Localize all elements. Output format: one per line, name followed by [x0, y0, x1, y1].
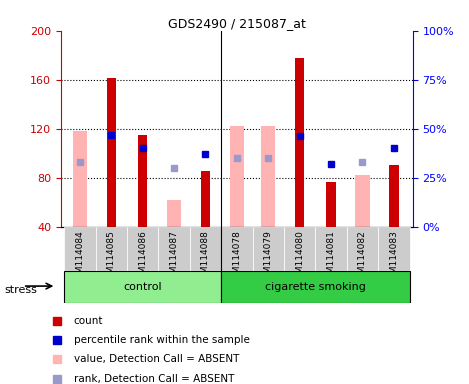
Bar [96, 227, 127, 271]
Bar [64, 227, 96, 271]
Bar [221, 227, 252, 271]
Bar [221, 271, 409, 303]
Bar [64, 271, 221, 303]
Text: GSM114084: GSM114084 [76, 230, 84, 285]
Text: control: control [123, 282, 162, 292]
Text: value, Detection Call = ABSENT: value, Detection Call = ABSENT [74, 354, 239, 364]
Bar [138, 135, 147, 227]
Text: GSM114080: GSM114080 [295, 230, 304, 285]
Title: GDS2490 / 215087_at: GDS2490 / 215087_at [168, 17, 306, 30]
Text: GSM114078: GSM114078 [232, 230, 242, 285]
Bar [167, 200, 181, 227]
Bar [295, 58, 304, 227]
Text: rank, Detection Call = ABSENT: rank, Detection Call = ABSENT [74, 374, 234, 384]
Bar [356, 175, 370, 227]
Text: GSM114087: GSM114087 [169, 230, 179, 285]
Text: count: count [74, 316, 103, 326]
Bar [230, 126, 244, 227]
Bar [252, 227, 284, 271]
Text: GSM114081: GSM114081 [326, 230, 335, 285]
Bar [201, 172, 210, 227]
Bar [347, 227, 378, 271]
Text: cigarette smoking: cigarette smoking [265, 282, 366, 292]
Bar [261, 126, 275, 227]
Bar [190, 227, 221, 271]
Text: GSM114085: GSM114085 [107, 230, 116, 285]
Text: GSM114086: GSM114086 [138, 230, 147, 285]
Bar [73, 131, 87, 227]
Text: GSM114082: GSM114082 [358, 230, 367, 285]
Bar [159, 227, 190, 271]
Text: stress: stress [5, 285, 38, 295]
Text: GSM114083: GSM114083 [389, 230, 398, 285]
Text: GSM114079: GSM114079 [264, 230, 273, 285]
Text: percentile rank within the sample: percentile rank within the sample [74, 335, 250, 345]
Bar [315, 227, 347, 271]
Bar [378, 227, 409, 271]
Bar [326, 182, 336, 227]
Text: GSM114088: GSM114088 [201, 230, 210, 285]
Bar [106, 78, 116, 227]
Bar [389, 166, 399, 227]
Bar [127, 227, 159, 271]
Bar [284, 227, 315, 271]
